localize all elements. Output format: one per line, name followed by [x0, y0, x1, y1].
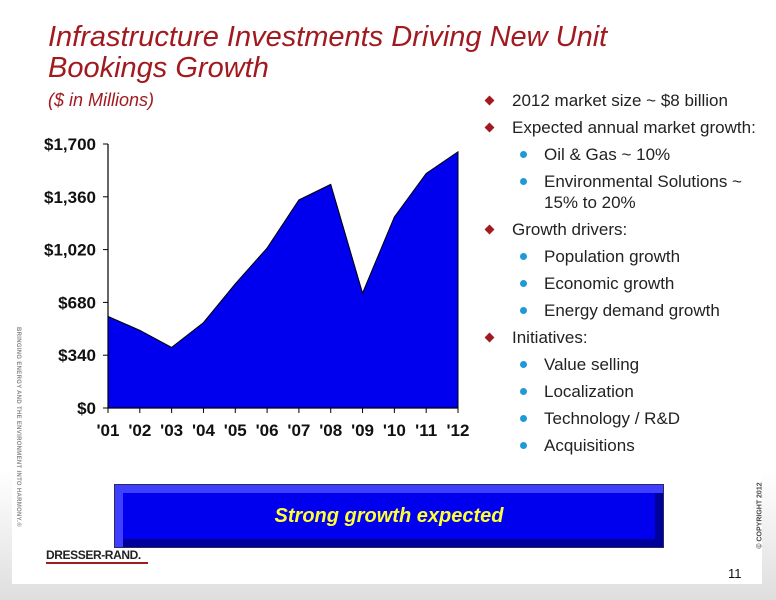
slide-title: Infrastructure Investments Driving New U… — [48, 21, 608, 84]
sub-bullet-item: Oil & Gas ~ 10% — [482, 144, 772, 165]
y-tick-label: $340 — [58, 346, 96, 365]
sub-bullet-item: Technology / R&D — [482, 408, 772, 429]
x-tick-label: '12 — [447, 421, 470, 440]
x-tick-label: '07 — [287, 421, 310, 440]
y-tick-label: $680 — [58, 293, 96, 312]
x-tick-label: '11 — [415, 421, 437, 440]
bookings-area — [107, 150, 459, 409]
x-tick-label: '06 — [256, 421, 279, 440]
y-tick-label: $1,020 — [44, 241, 96, 260]
x-tick-label: '03 — [160, 421, 183, 440]
bullet-item: Initiatives: — [482, 327, 772, 348]
x-tick-label: '08 — [319, 421, 342, 440]
sub-bullet-item: Population growth — [482, 246, 772, 267]
x-tick-label: '02 — [128, 421, 151, 440]
sub-bullet-item: Environmental Solutions ~ 15% to 20% — [482, 171, 772, 213]
y-tick-label: $1,360 — [44, 188, 96, 207]
slide-subtitle: ($ in Millions) — [48, 90, 155, 110]
copyright-notice: © COPYRIGHT 2012 — [756, 482, 764, 549]
page-number: 11 — [728, 566, 742, 581]
x-tick-label: '09 — [351, 421, 374, 440]
logo-text: DRESSER-RAND. — [46, 548, 141, 562]
x-tick-label: '05 — [224, 421, 247, 440]
x-tick-label: '04 — [192, 421, 215, 440]
bullet-item: Expected annual market growth: — [482, 117, 772, 138]
bullet-item: Growth drivers: — [482, 219, 772, 240]
banner-text: Strong growth expected — [274, 504, 504, 527]
bullet-list: 2012 market size ~ $8 billion Expected an… — [482, 90, 772, 462]
y-tick-label: $0 — [77, 399, 96, 418]
x-tick-label: '01 — [97, 421, 120, 440]
company-logo: DRESSER-RAND. — [46, 548, 154, 564]
sub-bullet-item: Localization — [482, 381, 772, 402]
bookings-area-chart: $0 $340 $680 $1,020 $1,360 $1,700 '01 '02 '03 '04… — [44, 135, 470, 440]
sub-bullet-item: Acquisitions — [482, 435, 772, 456]
x-tick-label: '10 — [383, 421, 406, 440]
logo-underline — [46, 562, 148, 564]
bullet-item: 2012 market size ~ $8 billion — [482, 90, 772, 111]
highlight-banner: Strong growth expected — [114, 484, 664, 548]
sub-bullet-item: Economic growth — [482, 273, 772, 294]
y-tick-label: $1,700 — [44, 135, 96, 154]
sub-bullet-item: Value selling — [482, 354, 772, 375]
sub-bullet-item: Energy demand growth — [482, 300, 772, 321]
